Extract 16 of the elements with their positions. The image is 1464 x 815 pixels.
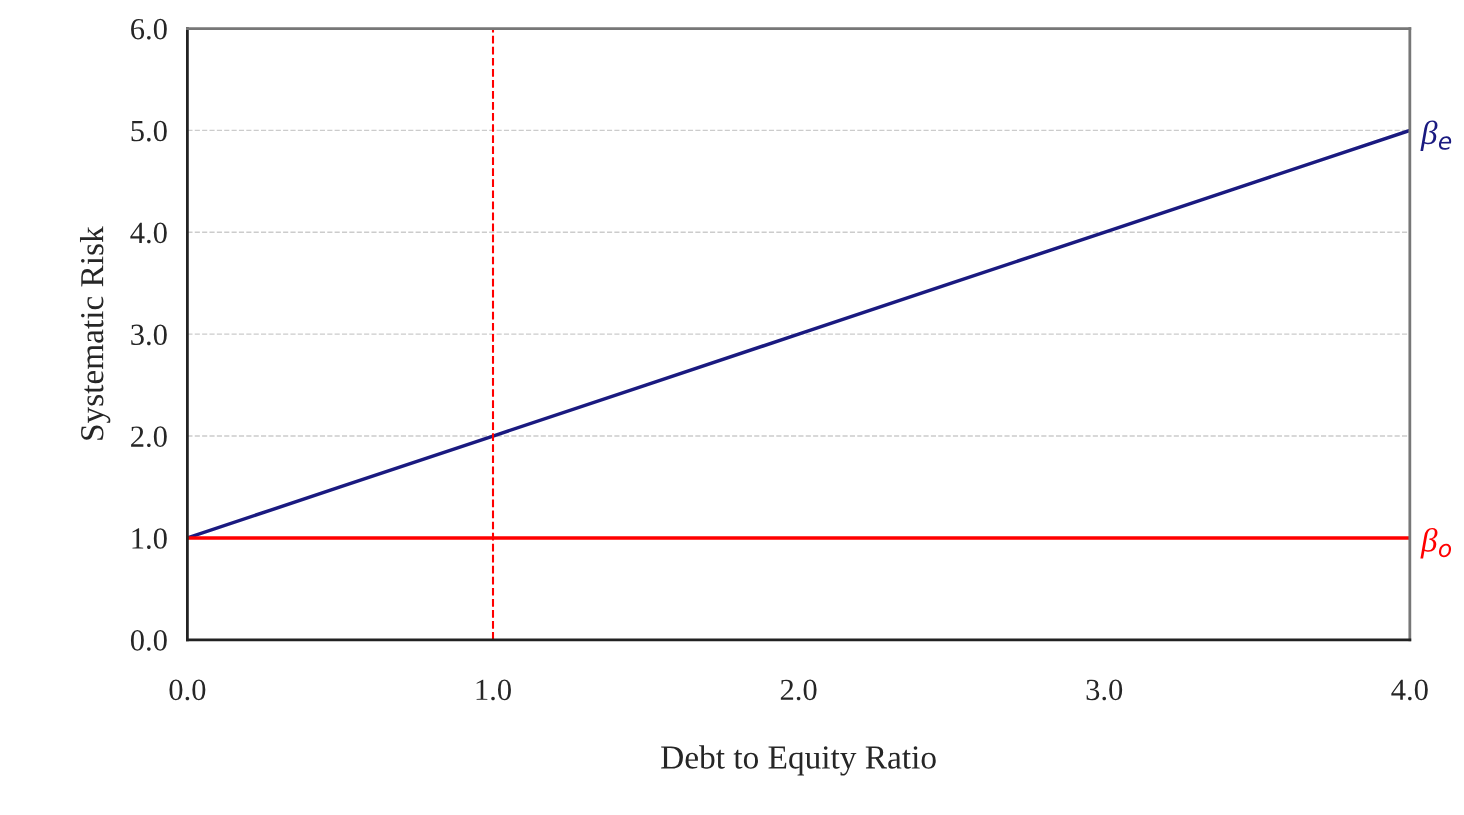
x-axis-title: Debt to Equity Ratio — [661, 745, 936, 776]
y-tick-label: 1.0 — [132, 528, 167, 549]
series-label: β$_{o}$ — [1420, 527, 1452, 559]
series-label: β$_{e}$ — [1420, 120, 1452, 152]
x-tick-label: 3.0 — [1086, 679, 1123, 701]
x-tick-label: 4.0 — [1391, 679, 1428, 701]
y-tick-label: 6.0 — [131, 18, 167, 40]
x-tick-label: 1.0 — [476, 679, 511, 701]
y-tick-label: 5.0 — [131, 120, 167, 142]
y-tick-label: 2.0 — [131, 426, 167, 448]
y-tick-label: 0.0 — [130, 630, 167, 651]
y-tick-label: 4.0 — [130, 222, 167, 244]
y-tick-label: 3.0 — [131, 324, 167, 346]
y-axis-title: Systematic Risk — [79, 226, 111, 440]
x-tick-label: 2.0 — [780, 679, 817, 701]
x-tick-label: 0.0 — [169, 679, 206, 701]
